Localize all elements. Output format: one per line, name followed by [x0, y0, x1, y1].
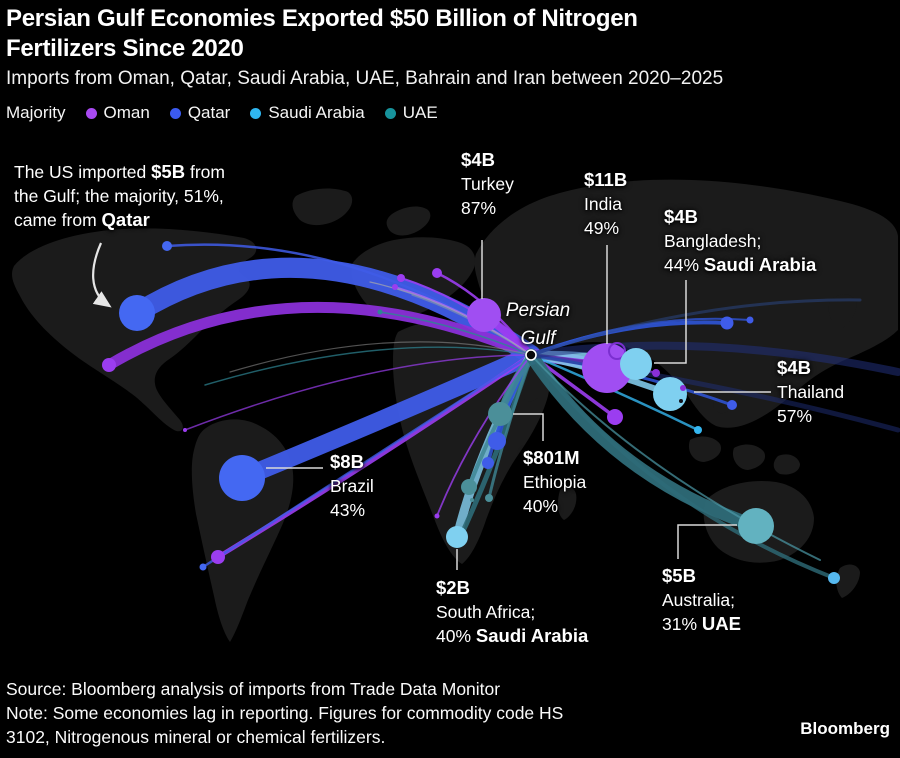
bloomberg-logo: Bloomberg [800, 719, 890, 738]
continent-shape [557, 486, 577, 520]
flow-line [529, 353, 836, 580]
bubble-europe-dot-3 [392, 284, 398, 290]
bubble-europe-dot-2 [397, 274, 405, 282]
origin-label-persian-gulf: Persian Gulf [492, 297, 584, 353]
continent-shape [836, 564, 860, 598]
legend-dot-icon [169, 107, 181, 119]
legend-dot-icon [250, 107, 262, 119]
flow-line [530, 354, 821, 561]
legend-item-qatar: Qatar [169, 103, 231, 123]
legend-label: Saudi Arabia [268, 103, 365, 122]
flow-line [233, 346, 540, 487]
bubble-australia [738, 508, 774, 544]
bubble-turkey [467, 298, 501, 332]
bubble-korea-dot [720, 316, 734, 330]
title-line-2: Fertilizers Since 2020 [6, 35, 244, 62]
bubble-indonesia-dot [694, 426, 702, 434]
chart-subtitle: Imports from Oman, Qatar, Saudi Arabia, … [6, 68, 724, 89]
bubble-brazil [219, 455, 265, 501]
continent-shape [773, 454, 800, 475]
bubble-bangladesh [620, 348, 652, 380]
flow-line [529, 298, 862, 357]
legend-title: Majority [6, 103, 66, 122]
bubble-europe-dot-1 [432, 268, 442, 278]
title-line-1: Persian Gulf Economies Exported $50 Bill… [6, 5, 638, 32]
continent-shape [732, 444, 766, 470]
legend-label: Qatar [187, 103, 231, 122]
origin-label-line-2: Gulf [520, 328, 556, 349]
legend-item-saudi-arabia: Saudi Arabia [250, 103, 365, 123]
flow-line [400, 277, 532, 356]
flow-line [527, 341, 900, 376]
bubble-india-ring [608, 342, 626, 360]
bubble-europe-dot-4 [377, 309, 383, 315]
source-line: Source: Bloomberg analysis of imports fr… [6, 679, 501, 699]
bubble-ethiopia [488, 402, 512, 426]
bubble-africa-dot-5 [470, 498, 474, 502]
legend-item-uae: UAE [384, 103, 438, 123]
label-leader-lines [92, 240, 771, 570]
bubble-india [582, 343, 632, 393]
legend-label: UAE [402, 103, 438, 122]
us-annotation-arrow-icon [92, 242, 112, 308]
continent-shape [191, 419, 294, 642]
bubble-thailand-dot-dark [679, 399, 683, 403]
legend-dot-icon [85, 107, 97, 119]
flow-line [204, 346, 532, 386]
continent-shape [386, 206, 431, 236]
continent-shape [292, 188, 353, 226]
bubble-africa-dot-1 [488, 432, 506, 450]
note-line-1: Note: Some economies lag in reporting. F… [6, 703, 564, 723]
bubble-chile-dot [199, 563, 207, 571]
flow-line [436, 354, 532, 517]
bangladesh-leader [654, 280, 687, 364]
footer: Source: Bloomberg analysis of imports fr… [6, 677, 563, 749]
flow-line [529, 353, 700, 432]
bubble-africa-dot-3 [461, 479, 477, 495]
flow-line [229, 341, 532, 373]
bubble-africa-dot-4 [485, 494, 493, 502]
world-map-silhouette [12, 179, 898, 642]
bubble-thailand [653, 377, 687, 411]
flow-line [184, 354, 532, 431]
australia-leader [677, 524, 737, 559]
page-title: Persian Gulf Economies Exported $50 Bill… [6, 4, 894, 64]
bubble-gulf-hub-ring [525, 349, 537, 361]
legend: Majority Oman Qatar Saudi Arabia UAE [6, 103, 894, 123]
bubble-new-zealand-dot [828, 572, 840, 584]
flow-line [379, 311, 532, 356]
ethiopia-leader [513, 413, 544, 441]
flow-line [528, 352, 900, 433]
flow-line [487, 353, 533, 500]
destination-bubbles [102, 241, 840, 584]
bubble-africa-dot-2 [482, 457, 494, 469]
bubble-south-africa [446, 526, 468, 548]
flow-line [201, 353, 533, 569]
bubble-mexico [102, 358, 116, 372]
flow-line [524, 348, 763, 533]
flow-line [467, 353, 533, 489]
bubble-philippines-dot [727, 400, 737, 410]
bubble-africa-dot-6 [434, 513, 440, 519]
legend-item-oman: Oman [85, 103, 150, 123]
bubble-central-america-dot [183, 428, 187, 432]
bubble-asia-dot-purple [652, 369, 660, 377]
bubble-united-states [119, 295, 155, 331]
bubble-japan-dot [746, 316, 754, 324]
bubble-canada-dot [162, 241, 172, 251]
origin-label-line-1: Persian [505, 300, 571, 321]
legend-dot-icon [384, 107, 396, 119]
continent-shape [688, 436, 722, 462]
bubble-argentina [211, 550, 225, 564]
note-line-2: 3102, Nitrogenous mineral or chemical fe… [6, 727, 386, 747]
bubble-sri-lanka-dot [607, 409, 623, 425]
legend-label: Oman [103, 103, 150, 122]
continent-shape [828, 294, 857, 330]
continent-shape [393, 319, 550, 564]
bubble-thailand-dot-purple [680, 385, 686, 391]
